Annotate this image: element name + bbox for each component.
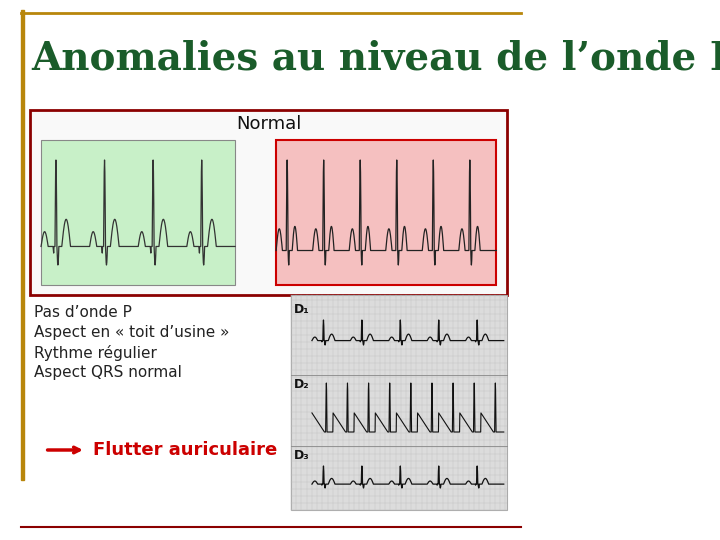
Text: D₁: D₁ [294,303,310,316]
Bar [41,140,235,285]
Text: D₃: D₃ [294,449,310,462]
Bar [21,10,24,480]
Text: Pas d’onde P: Pas d’onde P [34,305,132,320]
Text: Rythme régulier: Rythme régulier [34,345,156,361]
Text: Aspect QRS normal: Aspect QRS normal [34,365,181,380]
Text: Normal: Normal [236,115,302,133]
Text: Anomalies au niveau de l’onde P: Anomalies au niveau de l’onde P [32,40,720,78]
Text: Flutter auriculaire: Flutter auriculaire [94,441,277,459]
Text: Aspect en « toit d’usine »: Aspect en « toit d’usine » [34,325,229,340]
Bar [291,295,508,510]
Text: D₂: D₂ [294,378,310,391]
Bar [276,140,496,285]
Bar [30,110,508,295]
